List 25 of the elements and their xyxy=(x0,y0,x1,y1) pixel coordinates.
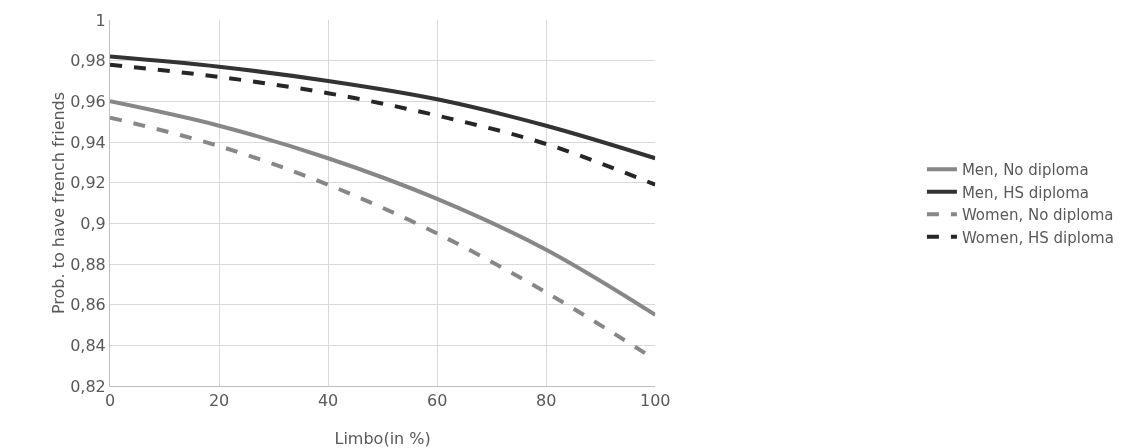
line-series xyxy=(110,62,656,187)
legend-label: Women, No diploma xyxy=(961,206,1114,225)
y-tick-label: 0,92 xyxy=(70,173,106,193)
x-tick-label: 40 xyxy=(317,391,339,411)
y-tick-label: 0,84 xyxy=(70,335,106,355)
x-tick-label: 100 xyxy=(639,391,671,411)
y-tick-label: 0,98 xyxy=(70,51,106,71)
y-tick-label: 1 xyxy=(95,10,106,30)
x-axis-title: Limbo(in %) xyxy=(334,429,431,448)
x-tick-label: 0 xyxy=(104,391,116,411)
x-tick-label: 80 xyxy=(536,391,557,411)
y-tick-label: 0,94 xyxy=(70,132,106,152)
y-tick-label: 0,96 xyxy=(70,91,106,111)
line-series xyxy=(110,99,656,317)
legend-label: Women, HS diploma xyxy=(961,228,1114,247)
line-series xyxy=(110,54,656,161)
y-tick-label: 0,86 xyxy=(70,295,106,315)
y-tick-label: 0,9 xyxy=(80,213,106,233)
x-tick-label: 60 xyxy=(426,391,448,411)
legend-label: Men, HS diploma xyxy=(961,183,1090,202)
x-tick-label: 20 xyxy=(208,391,230,411)
y-tick-label: 0,88 xyxy=(70,254,106,274)
legend-label: Men, No diploma xyxy=(961,161,1089,180)
y-tick-label: 0,82 xyxy=(70,376,106,396)
y-axis-title: Prob. to have french friends xyxy=(49,91,69,315)
